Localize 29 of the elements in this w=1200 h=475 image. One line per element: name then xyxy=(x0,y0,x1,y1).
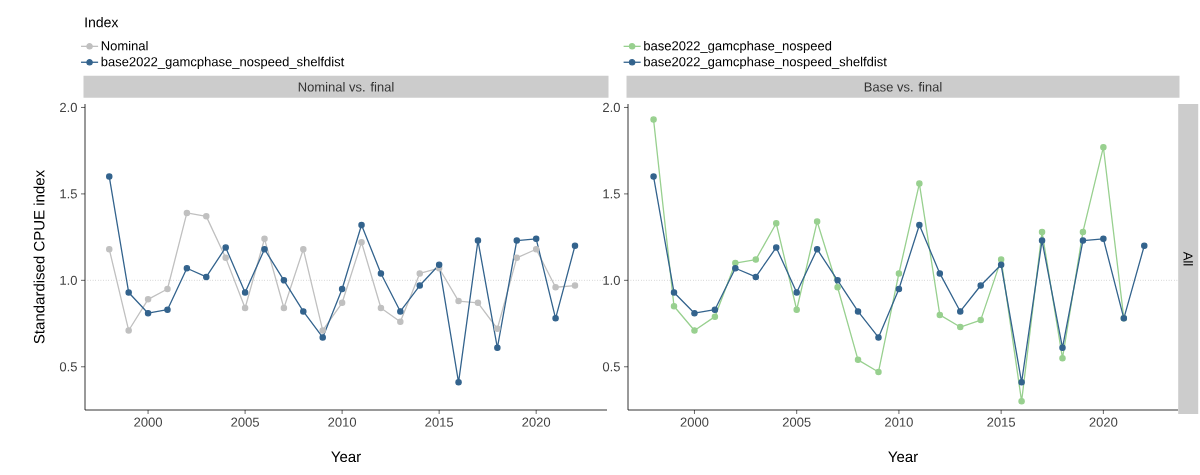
legend-title: Index xyxy=(85,17,119,28)
chart-title: Base vs. final xyxy=(864,82,942,92)
x-tick-label: 2020 xyxy=(522,417,551,427)
text: All xyxy=(1183,251,1193,266)
y-axis-title: Standardised CPUE index xyxy=(33,170,45,344)
x-tick-label: 2005 xyxy=(231,417,259,427)
x-tick-label: 2000 xyxy=(134,417,163,427)
legend-label: base2022_gamcphase_nospeed_shelfdist xyxy=(101,56,345,69)
y-tick-label: 2.0 xyxy=(60,102,77,113)
x-tick-label: 2015 xyxy=(425,417,454,427)
x-tick-label: 2015 xyxy=(987,417,1016,427)
x-axis-title: Year xyxy=(888,451,918,463)
x-tick-label: 2005 xyxy=(782,417,811,427)
x-tick-label: 2020 xyxy=(1089,417,1118,427)
legend-label: base2022_gamcphase_nospeed xyxy=(644,40,832,53)
y-tick-label: 1.0 xyxy=(603,275,620,285)
x-axis-title: Year xyxy=(331,451,361,463)
legend-label: Nominal xyxy=(101,40,148,51)
y-tick-label: 1.5 xyxy=(60,189,77,199)
y-tick-label: 1.5 xyxy=(603,189,620,199)
x-tick-label: 2010 xyxy=(885,417,913,427)
y-tick-label: 0.5 xyxy=(602,362,620,372)
y-tick-label: 0.5 xyxy=(59,362,77,372)
chart-title: Nominal vs. final xyxy=(298,82,394,92)
y-tick-label: 1.0 xyxy=(60,275,77,285)
x-tick-label: 2010 xyxy=(328,417,357,427)
legend-label: base2022_gamcphase_nospeed_shelfdist xyxy=(644,56,887,69)
x-tick-label: 2000 xyxy=(680,417,709,427)
y-tick-label: 2.0 xyxy=(603,102,620,113)
